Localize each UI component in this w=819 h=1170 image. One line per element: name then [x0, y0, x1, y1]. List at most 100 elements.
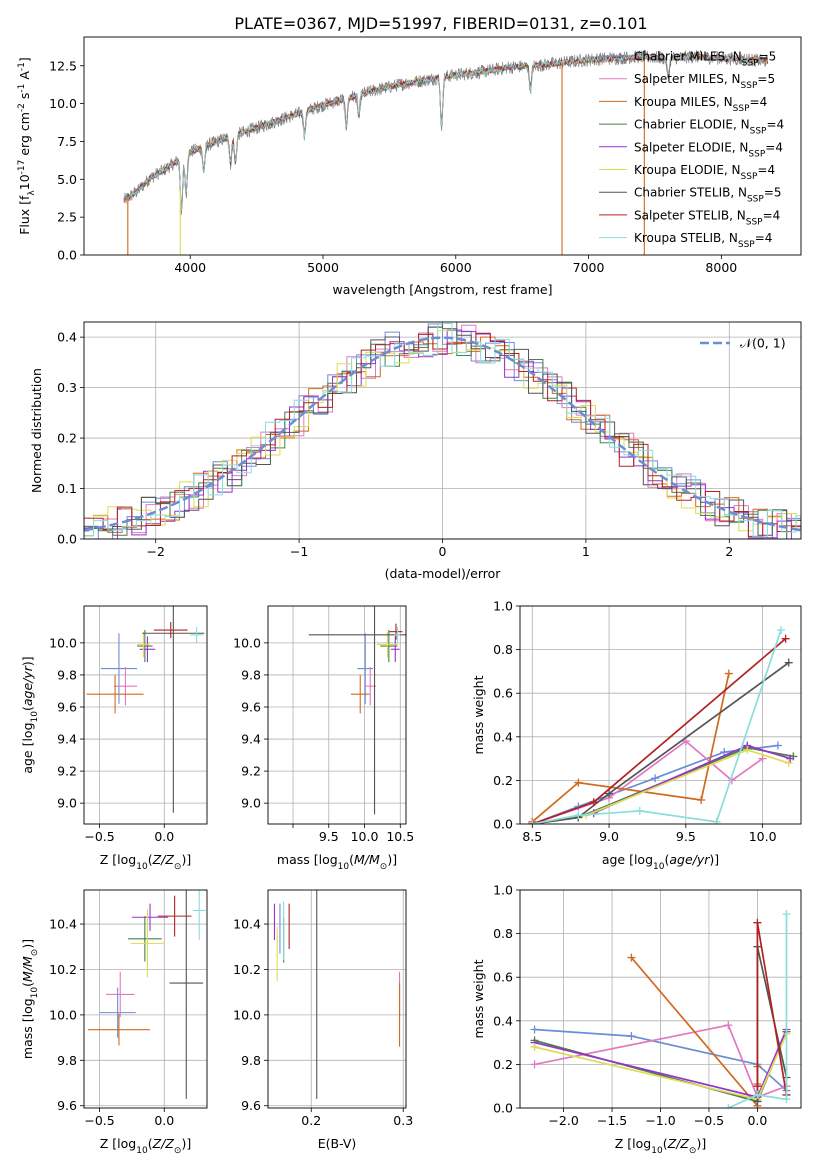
weight-point-marker [724, 1021, 733, 1030]
weight-point-marker [753, 1090, 762, 1099]
x-tick-label: 1 [582, 544, 590, 559]
y-tick-label: 0.0 [57, 248, 77, 263]
y-tick-label: 0.2 [493, 773, 513, 788]
histogram-step-line [84, 323, 801, 538]
legend-label: Chabrier ELODIE, NSSP=4 [634, 118, 784, 137]
y-tick-label: 9.6 [57, 1098, 77, 1113]
plot-area [123, 49, 769, 255]
y-tick-label: 9.0 [57, 796, 77, 811]
x-axis-label: mass [log10(M/M⊙)] [277, 852, 397, 872]
y-tick-label: 9.6 [241, 1098, 261, 1113]
weight-point-marker [720, 748, 729, 757]
weight-point-marker [530, 1042, 539, 1051]
y-tick-label: 10.0 [49, 96, 77, 111]
y-tick-label: 10.0 [233, 635, 261, 650]
x-tick-label: −2 [146, 544, 164, 559]
y-tick-label: 9.8 [57, 1053, 77, 1068]
x-tick-label: −0.5 [694, 1113, 724, 1128]
weight-vs-age-panel: 8.5 9.0 9.5 10.0 0.0 0.2 0.4 0.6 0.8 1.0 age [log1… [471, 599, 802, 872]
x-tick-label: 9.0 [599, 829, 619, 844]
histogram-step-line [84, 329, 801, 539]
histogram-step-line [84, 336, 801, 537]
y-tick-label: 0.0 [57, 532, 77, 547]
spectrum-model-line [125, 53, 768, 212]
spectrum-legend: Chabrier MILES, NSSP=5 Salpeter MILES, NS… [599, 50, 784, 250]
y-tick-label: 0.8 [493, 926, 513, 941]
y-tick-label: 10.2 [49, 962, 77, 977]
axes-frame [267, 605, 407, 825]
axes-frame [519, 605, 802, 825]
y-tick-label: 0.6 [493, 970, 513, 985]
weight-point-marker [777, 625, 786, 634]
weight-series-line [532, 748, 789, 824]
plot-area [308, 606, 406, 815]
y-axis-label: mass [log10(M/M⊙)] [20, 939, 40, 1059]
x-tick-label: −1.0 [645, 1113, 675, 1128]
legend-label: Salpeter MILES, NSSP=5 [634, 72, 775, 91]
weight-point-marker [786, 754, 795, 763]
weight-point-marker [574, 811, 583, 820]
weight-point-marker [724, 669, 733, 678]
y-tick-label: 9.6 [241, 699, 261, 714]
y-tick-label: 9.4 [241, 732, 261, 747]
y-tick-label: 9.8 [57, 667, 77, 682]
weight-point-marker [528, 820, 537, 824]
residual-histogram-panel: −2 −1 0 1 2 0.0 0.1 0.2 0.3 0.4 (data-model)/error… [29, 321, 802, 581]
weight-point-marker [635, 806, 644, 815]
age-vs-metallicity-panel: −0.5 0.0 9.0 9.2 9.4 9.6 9.8 10.0 Z [log10(Z/Z⊙)… [20, 605, 208, 872]
spectrum-ylabel: Flux [fλ10-17 erg cm-2 s-1 A-1] [17, 57, 37, 235]
x-tick-label: −1 [290, 544, 308, 559]
weight-point-marker [781, 634, 790, 643]
y-tick-label: 10.2 [233, 962, 261, 977]
y-tick-label: 0.4 [493, 729, 513, 744]
y-tick-label: 10.4 [233, 917, 261, 932]
weight-point-marker [753, 918, 762, 927]
legend-label: Kroupa MILES, NSSP=4 [634, 95, 767, 114]
weight-point-marker [627, 1032, 636, 1041]
histogram-xlabel: (data-model)/error [385, 566, 502, 581]
y-axis-label: mass weight [471, 675, 486, 754]
spectrum-xlabel: wavelength [Angstrom, rest frame] [332, 282, 552, 297]
axes-frame [83, 889, 208, 1109]
y-tick-label: 10.0 [49, 1007, 77, 1022]
plot-area [273, 890, 401, 1099]
y-tick-label: 9.0 [241, 796, 261, 811]
plot-area [87, 890, 206, 1099]
x-axis-label: Z [log10(Z/Z⊙)] [615, 1136, 706, 1156]
weight-series-line [532, 662, 790, 824]
weight-point-marker [782, 1095, 791, 1104]
y-tick-label: 9.2 [57, 764, 77, 779]
y-tick-label: 10.0 [49, 635, 77, 650]
weight-point-marker [753, 1082, 762, 1091]
x-tick-label: 5000 [307, 260, 339, 275]
legend-label: Chabrier MILES, NSSP=5 [634, 50, 776, 69]
legend-label: Salpeter STELIB, NSSP=4 [634, 208, 780, 227]
y-tick-label: 0.0 [493, 1101, 513, 1116]
y-tick-label: 0.4 [57, 330, 77, 345]
x-tick-label: 6000 [440, 260, 472, 275]
weight-series-line [534, 1024, 787, 1099]
weight-point-marker [697, 796, 706, 805]
weight-point-marker [712, 817, 721, 824]
y-tick-label: 5.0 [57, 172, 77, 187]
y-tick-label: 10.4 [49, 917, 77, 932]
y-tick-label: 9.4 [57, 732, 77, 747]
mass-vs-ebv-panel: 0.2 0.3 9.6 9.8 10.0 10.2 10.4 E(B-V) [233, 889, 413, 1151]
weight-point-marker [784, 658, 793, 667]
legend-label: Kroupa ELODIE, NSSP=4 [634, 163, 775, 182]
axes-frame [267, 889, 407, 1109]
x-tick-label: −2.0 [548, 1113, 578, 1128]
x-axis-label: Z [log10(Z/Z⊙)] [100, 852, 191, 872]
x-tick-label: 0.0 [747, 1113, 767, 1128]
x-tick-label: 9.5 [676, 829, 696, 844]
y-tick-label: 9.8 [241, 1053, 261, 1068]
x-tick-label: −1.5 [597, 1113, 627, 1128]
y-tick-label: 0.0 [493, 817, 513, 832]
weight-point-marker [758, 754, 767, 763]
y-axis-label: age [log10(age/yr)] [20, 656, 40, 773]
x-tick-label: 7000 [573, 260, 605, 275]
plot-area [530, 909, 791, 1108]
y-tick-label: 1.0 [493, 599, 513, 614]
weight-series-line [534, 1028, 788, 1092]
